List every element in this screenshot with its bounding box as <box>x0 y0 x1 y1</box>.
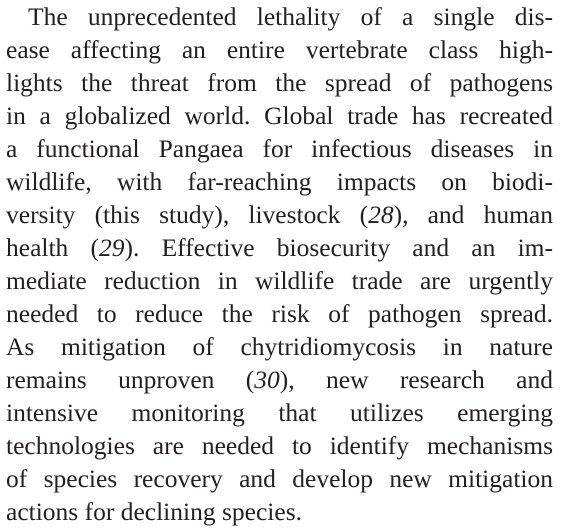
text-line: in a globalized world. Global trade has … <box>6 99 553 132</box>
text-line: a functional Pangaea for infectious dise… <box>6 132 553 165</box>
text-line: lights the threat from the spread of pat… <box>6 66 553 99</box>
text-run: technologies are needed to identify mech… <box>6 431 553 460</box>
text-line: As mitigation of chytridiomycosis in nat… <box>6 330 553 363</box>
text-run: versity (this study), livestock ( <box>6 200 369 229</box>
text-run: intensive monitoring that utilizes emerg… <box>6 398 553 427</box>
text-run: remains unproven ( <box>6 365 255 394</box>
text-run: lights the threat from the spread of pat… <box>6 68 553 97</box>
text-line: versity (this study), livestock (28), an… <box>6 198 553 231</box>
paragraph: The unprecedented lethality of a single … <box>6 0 553 528</box>
text-line: mediate reduction in wildlife trade are … <box>6 264 553 297</box>
text-line: health (29). Effective biosecurity and a… <box>6 231 553 264</box>
text-line: The unprecedented lethality of a single … <box>6 0 553 33</box>
text-run: ), new research and <box>279 365 553 394</box>
text-line: technologies are needed to identify mech… <box>6 429 553 462</box>
reference-number: 28 <box>368 200 394 229</box>
text-line: of species recovery and develop new miti… <box>6 462 553 495</box>
text-line: remains unproven (30), new research and <box>6 363 553 396</box>
text-run: The unprecedented lethality of a single … <box>28 2 553 31</box>
text-run: of species recovery and develop new miti… <box>6 464 553 493</box>
text-line: ease affecting an entire vertebrate clas… <box>6 33 553 66</box>
reference-number: 29 <box>99 233 125 262</box>
text-line: needed to reduce the risk of pathogen sp… <box>6 297 553 330</box>
text-run: ). Effective biosecurity and an im- <box>124 233 553 262</box>
text-run: As mitigation of chytridiomycosis in nat… <box>6 332 553 361</box>
text-run: mediate reduction in wildlife trade are … <box>6 266 553 295</box>
text-run: a functional Pangaea for infectious dise… <box>6 134 553 163</box>
text-line: wildlife, with far-reaching impacts on b… <box>6 165 553 198</box>
text-run: actions for declining species. <box>6 497 302 526</box>
text-run: ease affecting an entire vertebrate clas… <box>6 35 553 64</box>
reference-number: 30 <box>254 365 280 394</box>
text-line: intensive monitoring that utilizes emerg… <box>6 396 553 429</box>
text-line: actions for declining species. <box>6 495 553 528</box>
text-run: ), and human <box>393 200 553 229</box>
text-run: wildlife, with far-reaching impacts on b… <box>6 167 553 196</box>
text-run: needed to reduce the risk of pathogen sp… <box>6 299 553 328</box>
text-run: health ( <box>6 233 100 262</box>
text-run: in a globalized world. Global trade has … <box>6 101 553 130</box>
